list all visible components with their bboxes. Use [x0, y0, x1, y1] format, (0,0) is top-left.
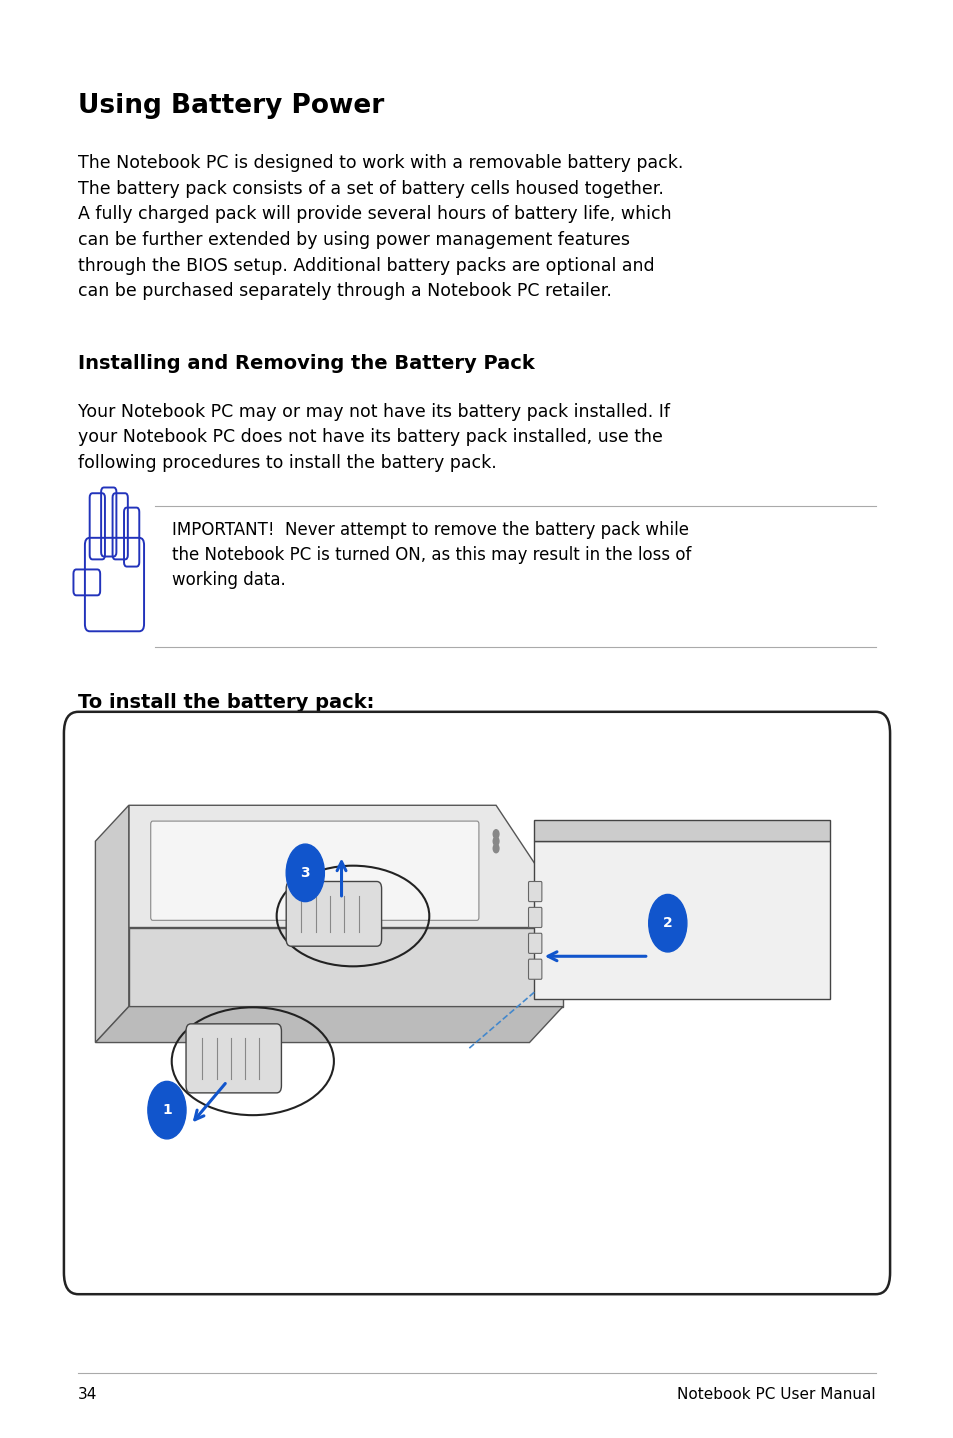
- Circle shape: [493, 830, 498, 838]
- FancyBboxPatch shape: [528, 959, 541, 979]
- Circle shape: [648, 894, 686, 952]
- Text: 1: 1: [162, 1103, 172, 1117]
- FancyBboxPatch shape: [64, 712, 889, 1294]
- Polygon shape: [95, 1007, 562, 1043]
- Polygon shape: [534, 820, 829, 841]
- Text: 2: 2: [662, 916, 672, 930]
- Text: Installing and Removing the Battery Pack: Installing and Removing the Battery Pack: [78, 354, 535, 372]
- Polygon shape: [129, 928, 562, 1007]
- Polygon shape: [95, 805, 129, 1043]
- Text: Using Battery Power: Using Battery Power: [78, 93, 384, 119]
- Text: Your Notebook PC may or may not have its battery pack installed. If
your Noteboo: Your Notebook PC may or may not have its…: [78, 403, 670, 472]
- Polygon shape: [129, 805, 562, 928]
- Text: 34: 34: [78, 1388, 97, 1402]
- FancyBboxPatch shape: [528, 881, 541, 902]
- Text: The Notebook PC is designed to work with a removable battery pack.
The battery p: The Notebook PC is designed to work with…: [78, 154, 683, 301]
- FancyBboxPatch shape: [528, 907, 541, 928]
- FancyBboxPatch shape: [528, 933, 541, 953]
- Polygon shape: [534, 841, 829, 999]
- FancyBboxPatch shape: [151, 821, 478, 920]
- Text: Notebook PC User Manual: Notebook PC User Manual: [677, 1388, 875, 1402]
- Circle shape: [286, 844, 324, 902]
- Text: 3: 3: [300, 866, 310, 880]
- Circle shape: [148, 1081, 186, 1139]
- Text: To install the battery pack:: To install the battery pack:: [78, 693, 375, 712]
- Circle shape: [493, 837, 498, 846]
- FancyBboxPatch shape: [286, 881, 381, 946]
- Circle shape: [493, 844, 498, 853]
- Text: IMPORTANT!  Never attempt to remove the battery pack while
the Notebook PC is tu: IMPORTANT! Never attempt to remove the b…: [172, 521, 690, 588]
- FancyBboxPatch shape: [186, 1024, 281, 1093]
